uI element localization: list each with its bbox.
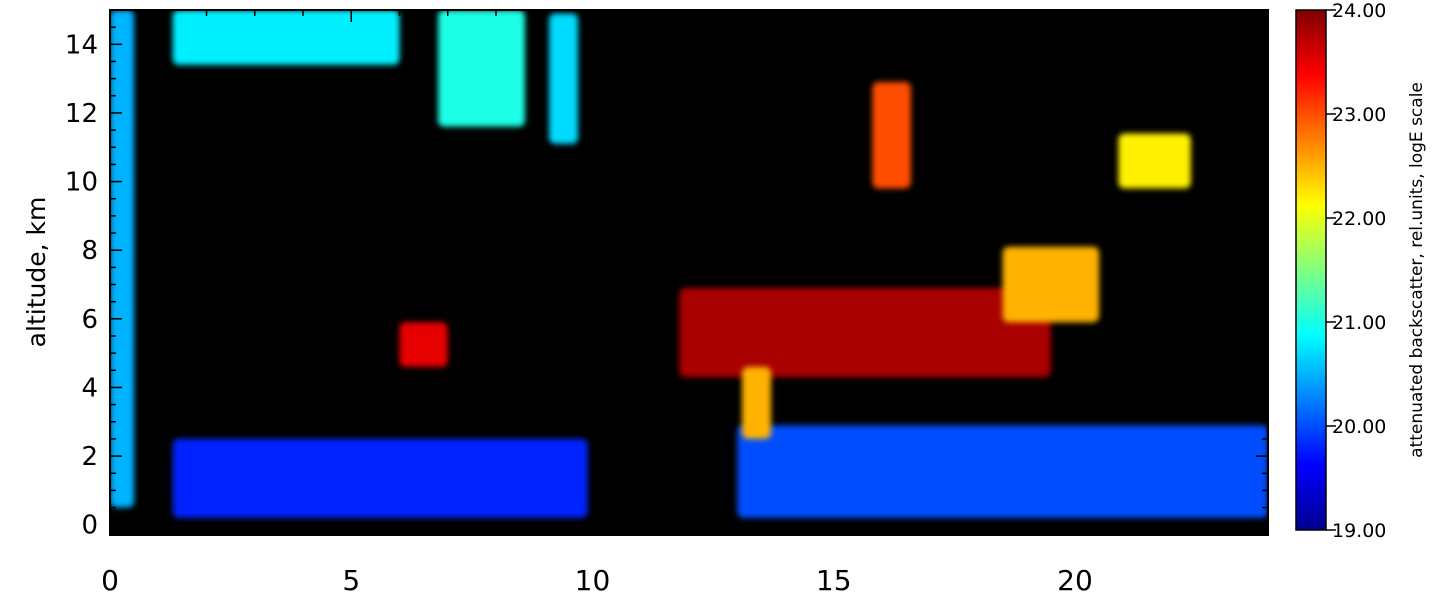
- backscatter-region: [872, 82, 911, 189]
- colorbar: [1295, 9, 1327, 531]
- y-tick-label: 0: [81, 511, 98, 541]
- backscatter-region: [737, 425, 1268, 518]
- y-axis-label: altitude, km: [22, 197, 51, 348]
- colorbar-label: attenuated backscatter, rel.units, logE …: [1407, 82, 1427, 458]
- y-tick-label: 14: [65, 30, 98, 60]
- backscatter-region: [438, 10, 525, 127]
- colorbar-tick-label: 23.00: [1332, 104, 1386, 126]
- x-tick-label: 15: [816, 564, 852, 595]
- colorbar-tick-label: 24.00: [1332, 0, 1386, 22]
- y-tick-label: 8: [81, 236, 98, 266]
- backscatter-region: [1002, 246, 1100, 323]
- backscatter-region: [399, 322, 448, 367]
- x-tick-label: 5: [342, 564, 360, 595]
- x-tick-label: 10: [575, 564, 611, 595]
- y-tick-label: 6: [81, 305, 98, 335]
- backscatter-region: [1118, 133, 1191, 189]
- colorbar-ticks: 19.00 20.00 21.00 22.00 23.00 24.00: [1326, 0, 1386, 542]
- y-tick-label: 10: [65, 168, 98, 198]
- y-axis: 0 2 4 6 8 10 12 14: [65, 9, 1268, 541]
- backscatter-region: [742, 366, 772, 439]
- backscatter-region: [549, 13, 579, 144]
- x-tick-label: 20: [1057, 564, 1093, 595]
- y-tick-label: 12: [65, 99, 98, 129]
- backscatter-region: [110, 10, 135, 508]
- colorbar-tick-label: 20.00: [1332, 416, 1386, 438]
- backscatter-region: [679, 287, 1051, 378]
- x-axis: 0 5 10 15 20: [101, 10, 1269, 595]
- y-tick-label: 4: [81, 373, 98, 403]
- y-tick-label: 2: [81, 442, 98, 472]
- colorbar-tick-label: 21.00: [1332, 312, 1386, 334]
- colorbar-tick-label: 19.00: [1332, 520, 1386, 542]
- backscatter-field: [110, 10, 1268, 518]
- backscatter-region: [172, 10, 400, 65]
- backscatter-region: [172, 438, 588, 518]
- x-tick-label: 0: [101, 564, 119, 595]
- colorbar-tick-label: 22.00: [1332, 208, 1386, 230]
